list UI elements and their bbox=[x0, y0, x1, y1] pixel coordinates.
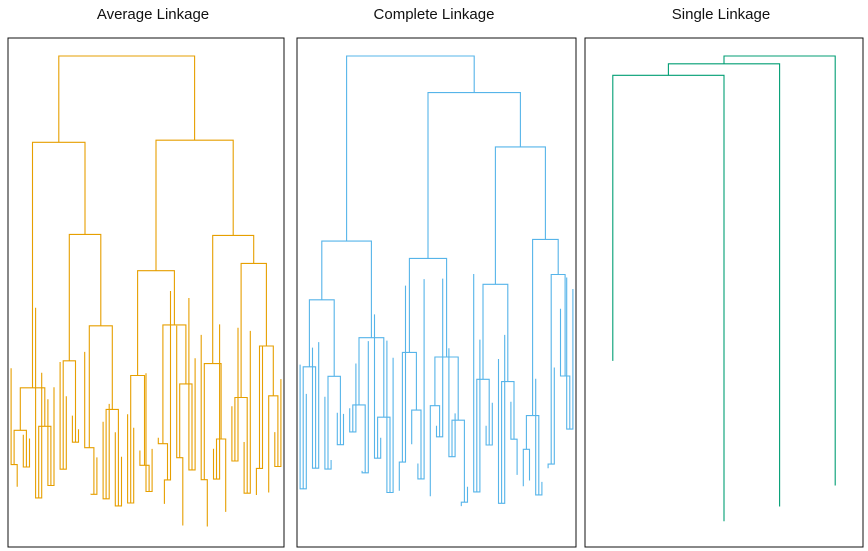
dendrogram-link bbox=[19, 387, 46, 431]
panel-single-linkage bbox=[584, 37, 864, 548]
dendrogram-link bbox=[522, 448, 531, 487]
dendrogram-link bbox=[427, 92, 521, 259]
panel-title-average: Average Linkage bbox=[96, 6, 210, 23]
dendrogram-link bbox=[494, 146, 546, 285]
dendrogram-link bbox=[179, 383, 193, 470]
dendrogram-link bbox=[234, 396, 248, 494]
dendrogram-link bbox=[308, 299, 335, 377]
panel-complete-linkage bbox=[296, 37, 577, 548]
dendrogram-link bbox=[203, 363, 222, 480]
dendrogram-link bbox=[268, 395, 279, 493]
panel-title-complete: Complete Linkage bbox=[373, 6, 495, 23]
dendrogram-link bbox=[501, 381, 515, 504]
dendrogram-link bbox=[723, 55, 836, 486]
dendrogram-link bbox=[137, 270, 175, 376]
dendrogram-link bbox=[550, 273, 566, 465]
dendrogram-link bbox=[411, 409, 422, 479]
dendrogram-link bbox=[451, 419, 465, 503]
dendrogram-link bbox=[258, 345, 274, 469]
dendrogram-link bbox=[525, 415, 540, 495]
dendrogram-link bbox=[68, 233, 102, 361]
dendrogram-link bbox=[130, 374, 146, 503]
dendrogram-link bbox=[105, 408, 119, 506]
panel-title-single: Single Linkage bbox=[671, 6, 771, 23]
dendrogram-link bbox=[31, 141, 86, 388]
dendrogram-link bbox=[38, 425, 52, 498]
dendrogram-link bbox=[215, 438, 227, 512]
dendrogram-link bbox=[212, 234, 255, 364]
dendrogram-link bbox=[13, 429, 27, 467]
dendrogram-link bbox=[302, 366, 317, 489]
dendrogram-link bbox=[434, 356, 459, 421]
dendrogram-link bbox=[352, 404, 366, 473]
panel-frame bbox=[7, 37, 285, 548]
dendrogram-link bbox=[58, 55, 196, 143]
dendrogram-link bbox=[62, 360, 77, 470]
panel-frame bbox=[584, 37, 864, 548]
dendrogram-link bbox=[401, 351, 417, 463]
dendrogram-link bbox=[476, 378, 490, 492]
dendrogram-link bbox=[157, 437, 169, 480]
dendrogram-link bbox=[612, 74, 725, 361]
dendrogram-link bbox=[408, 257, 448, 357]
dendrogram-link bbox=[10, 368, 18, 487]
dendrogram-link bbox=[327, 375, 341, 470]
dendrogram-link bbox=[346, 55, 475, 242]
dendrogram-link bbox=[155, 139, 234, 271]
dendrogram-link bbox=[321, 240, 372, 338]
panel-frame bbox=[296, 37, 577, 548]
dendrogram-link bbox=[429, 405, 441, 497]
dendrogram-link bbox=[377, 416, 391, 493]
dendrogram-link bbox=[482, 283, 509, 382]
panel-average-linkage bbox=[7, 37, 285, 548]
